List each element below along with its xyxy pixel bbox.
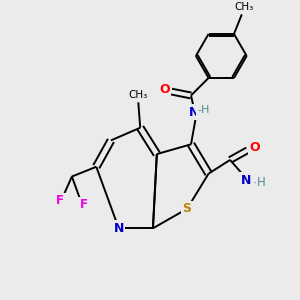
Text: S: S (183, 202, 192, 215)
Text: N: N (114, 222, 124, 235)
Text: H: H (257, 176, 266, 189)
Text: N: N (189, 106, 199, 118)
Text: CH₃: CH₃ (234, 2, 254, 12)
Text: N: N (241, 174, 251, 187)
Text: O: O (159, 83, 170, 96)
Text: F: F (56, 194, 64, 208)
Text: CH₃: CH₃ (129, 89, 148, 100)
Text: -: - (254, 177, 257, 188)
Text: F: F (80, 198, 88, 212)
Text: O: O (249, 141, 260, 154)
Text: -H: -H (197, 105, 210, 115)
